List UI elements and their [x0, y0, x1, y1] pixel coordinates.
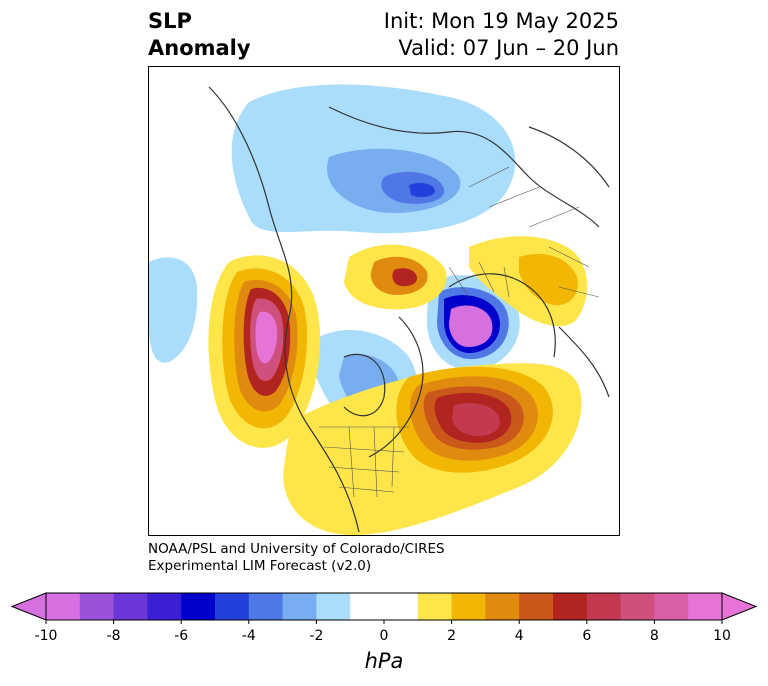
colorbar-swatch — [46, 593, 81, 620]
anomaly-map — [149, 84, 610, 535]
colorbar-swatch — [215, 593, 250, 620]
colorbar-swatch — [350, 593, 385, 620]
colorbar-swatch — [654, 593, 689, 620]
colorbar-swatch — [688, 593, 723, 620]
positive-anomaly-pacific-center — [255, 311, 278, 364]
negative-anomaly-europe-center — [449, 305, 493, 347]
colorbar-swatch — [316, 593, 351, 620]
colorbar-swatch — [384, 593, 419, 620]
credit: NOAA/PSL and University of Colorado/CIRE… — [148, 541, 445, 575]
coastlines — [208, 86, 610, 533]
colorbar-swatch — [485, 593, 520, 620]
map-panel — [148, 66, 620, 536]
colorbar — [10, 592, 758, 624]
colorbar-swatch — [147, 593, 182, 620]
colorbar-tick-label: -10 — [34, 628, 58, 644]
positive-anomaly-greenland-center — [392, 268, 418, 287]
colorbar-tick-label: 2 — [447, 628, 457, 644]
title-variable: SLP — [148, 9, 192, 33]
positive-anomaly-atlantic-center — [452, 403, 500, 436]
colorbar-swatch — [113, 593, 148, 620]
init-date: Init: Mon 19 May 2025 — [383, 9, 619, 33]
colorbar-swatch — [282, 593, 317, 620]
map-dates: Init: Mon 19 May 2025 Valid: 07 Jun – 20… — [384, 8, 619, 62]
colorbar-swatch — [79, 593, 115, 620]
colorbar-tick-label: 4 — [514, 628, 524, 644]
colorbar-swatch — [248, 593, 284, 620]
colorbar-tick-label: 8 — [649, 628, 659, 644]
colorbar-tick-label: -6 — [174, 628, 189, 644]
colorbar-tick-label: 10 — [713, 628, 731, 644]
valid-range: Valid: 07 Jun – 20 Jun — [398, 36, 619, 60]
colorbar-swatch — [620, 593, 655, 620]
credit-line-2: Experimental LIM Forecast (v2.0) — [148, 558, 372, 574]
colorbar-swatch — [417, 593, 453, 620]
colorbar-tick-label: -8 — [106, 628, 121, 644]
positive-anomaly-asia-2 — [519, 253, 578, 306]
colorbar-ticks: -10 -8 -6 -4 -2 0 2 4 6 8 10 — [0, 628, 768, 648]
colorbar-swatch — [451, 593, 486, 620]
colorbar-min-extend — [10, 592, 47, 621]
negative-anomaly-arctic-center — [409, 183, 435, 198]
credit-line-1: NOAA/PSL and University of Colorado/CIRE… — [148, 541, 445, 557]
map-title: SLP Anomaly — [148, 8, 251, 62]
colorbar-max-extend — [721, 592, 758, 621]
colorbar-tick-label: 0 — [379, 628, 389, 644]
colorbar-tick-label: -2 — [309, 628, 324, 644]
title-variable-sub: Anomaly — [148, 36, 251, 60]
colorbar-swatch — [519, 593, 554, 620]
colorbar-tick-label: 6 — [582, 628, 592, 644]
colorbar-swatch — [553, 593, 588, 620]
colorbar-swatch — [586, 593, 622, 620]
colorbar-tick-label: -4 — [241, 628, 256, 644]
colorbar-swatch — [181, 593, 216, 620]
negative-anomaly-west — [149, 257, 198, 363]
political-borders — [319, 166, 600, 498]
colorbar-unit: hPa — [364, 649, 404, 673]
